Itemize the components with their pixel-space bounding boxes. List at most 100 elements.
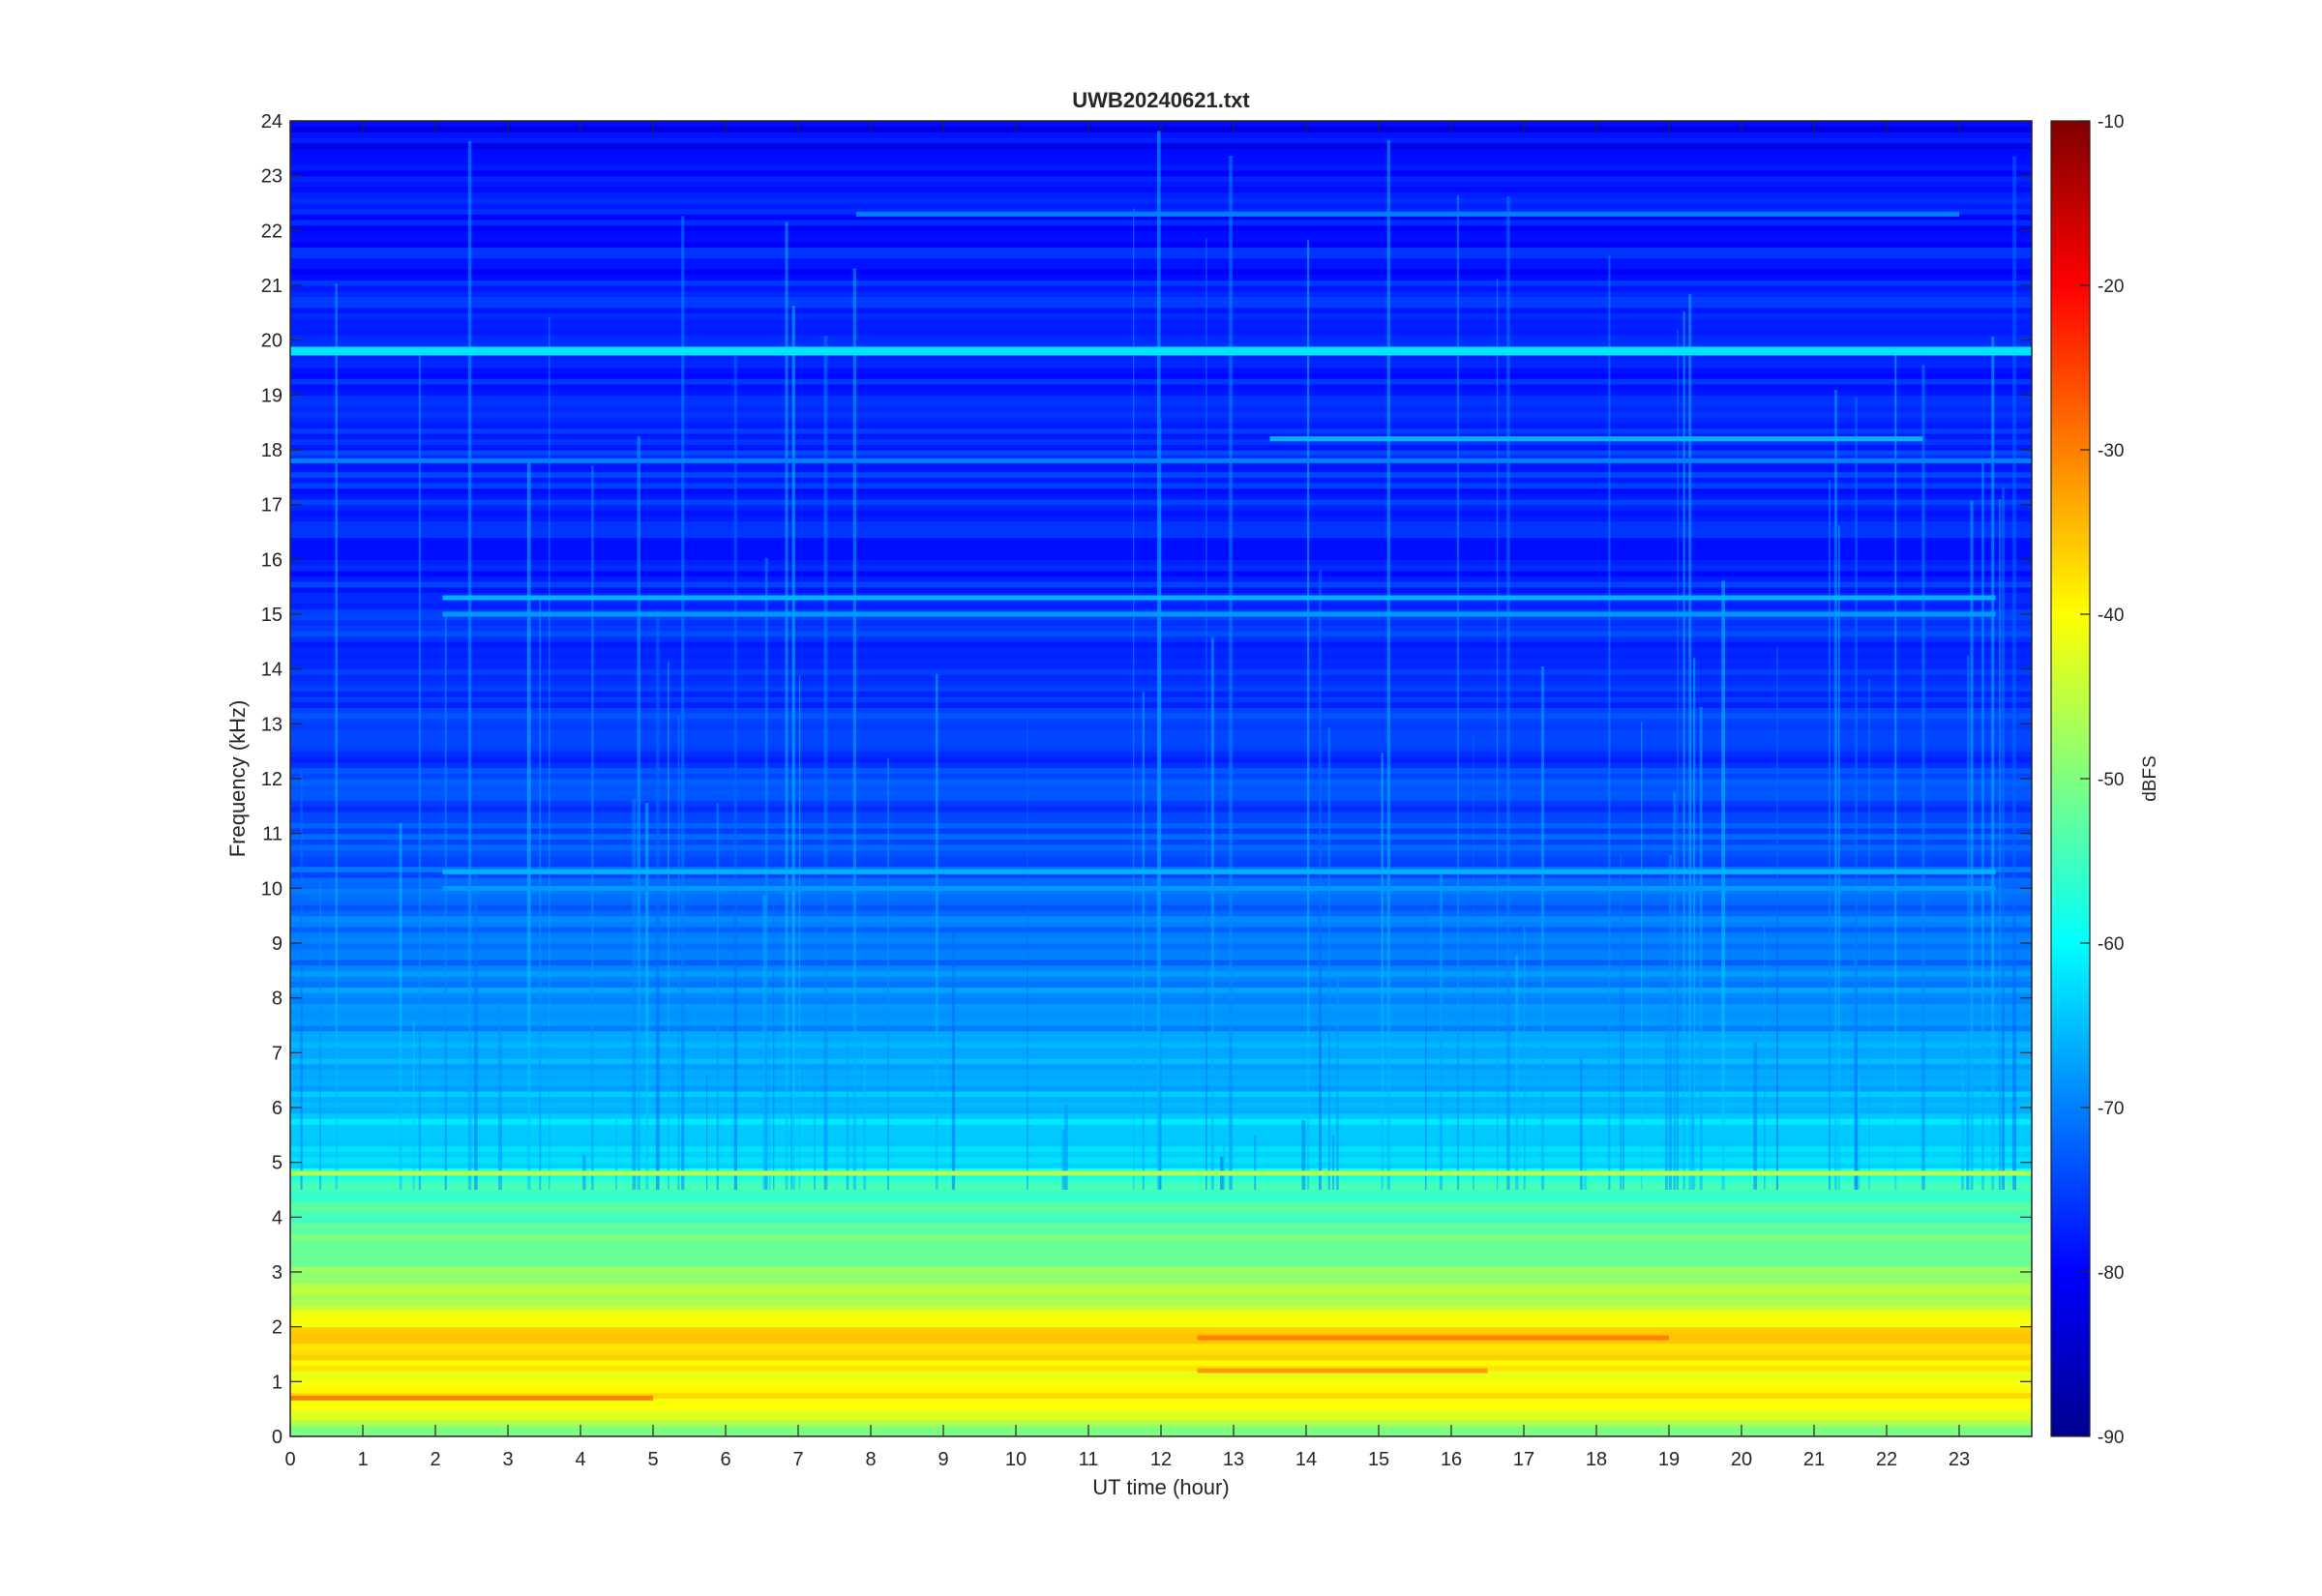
transient-streak (637, 435, 640, 1191)
transient-streak (1776, 647, 1779, 1190)
spectrogram-band (290, 247, 2032, 253)
spectrogram-band (290, 1223, 2032, 1229)
spectrogram-band (290, 307, 2032, 313)
tonal-line (442, 595, 1996, 601)
y-tick-label: 10 (261, 878, 283, 900)
spectrogram-band (290, 395, 2032, 401)
colorbar-tick-label: -10 (2098, 112, 2124, 133)
spectrogram-band (290, 1338, 2032, 1345)
tonal-line (442, 869, 1996, 874)
spectrogram-band (290, 220, 2032, 226)
transient-streak (1641, 722, 1643, 1190)
x-tick-label: 20 (1731, 1449, 1752, 1470)
transient-streak (733, 349, 737, 1190)
spectrogram-band (290, 318, 2032, 325)
transient-streak (645, 803, 649, 1190)
transient-streak (498, 1002, 502, 1190)
spectrogram-band (290, 142, 2032, 149)
transient-streak (591, 465, 594, 1190)
chart-title: UWB20240621.txt (1072, 88, 1250, 112)
transient-streak (716, 803, 719, 1190)
transient-streak (1061, 1129, 1066, 1190)
transient-streak (1688, 293, 1692, 1190)
spectrogram-band (290, 159, 2032, 165)
transient-streak (1206, 238, 1207, 1190)
colorbar-ticks: -10 -20 -30 -40 -50 -60 -70 -80 -90 (2080, 112, 2124, 1448)
spectrogram-band (290, 1283, 2032, 1289)
y-tick-label: 24 (261, 111, 283, 133)
transient-streak (1064, 1105, 1068, 1190)
x-tick-label: 15 (1368, 1449, 1389, 1470)
transient-streak (1838, 525, 1840, 1190)
spectrogram-band (290, 192, 2032, 198)
spectrogram-band (290, 1332, 2032, 1339)
x-tick-label: 21 (1803, 1449, 1825, 1470)
spectrogram-band (290, 269, 2032, 276)
spectrogram-band (290, 1343, 2032, 1349)
y-tick-label: 1 (272, 1372, 283, 1393)
transient-streak (1160, 418, 1162, 1190)
transient-streak (681, 216, 685, 1191)
transient-streak (1668, 854, 1672, 1190)
spectrogram-band (290, 1392, 2032, 1399)
y-axis-label: Frequency (kHz) (225, 700, 250, 858)
transient-streak (1381, 753, 1384, 1190)
transient-streak (1456, 194, 1460, 1191)
spectrogram-band (290, 1348, 2032, 1355)
transient-streak (1301, 1119, 1306, 1190)
transient-streak (1327, 727, 1330, 1190)
x-axis-ticks: 0 1 2 3 4 5 6 7 8 9 10 11 12 13 14 15 16 17 18 19 20 21 22 23 (284, 121, 1970, 1470)
x-tick-label: 11 (1079, 1449, 1099, 1470)
transient-streak (852, 268, 857, 1191)
spectrogram-band (290, 132, 2032, 138)
spectrogram-band (290, 1354, 2032, 1361)
y-tick-label: 12 (261, 769, 283, 790)
transient-streak (823, 336, 828, 1190)
spectrogram-band (290, 356, 2032, 363)
spectrogram-band (290, 1244, 2032, 1251)
x-tick-label: 12 (1150, 1449, 1172, 1470)
spectrogram-band (290, 280, 2032, 286)
x-tick-label: 9 (938, 1449, 948, 1470)
transient-streak (539, 596, 542, 1190)
spectrogram-band (290, 1321, 2032, 1328)
transient-streak (886, 757, 890, 1190)
spectrogram-band (290, 1408, 2032, 1415)
spectrogram-band (290, 1365, 2032, 1372)
x-tick-label: 23 (1949, 1449, 1970, 1470)
transient-streak (1677, 329, 1679, 1190)
spectrogram-band (290, 1288, 2032, 1295)
transient-streak (1829, 480, 1831, 1190)
transient-streak (526, 459, 531, 1190)
spectrogram-band (290, 137, 2032, 144)
spectrogram-band (290, 1206, 2032, 1213)
spectrogram-band (290, 1404, 2032, 1410)
spectrogram-band (290, 389, 2032, 396)
spectrogram-band (290, 400, 2032, 407)
spectrogram-band (290, 1299, 2032, 1306)
spectrogram-band (290, 1375, 2032, 1382)
transient-streak (951, 932, 956, 1190)
transient-streak (1515, 955, 1519, 1190)
transient-streak (1222, 1129, 1226, 1190)
transient-streak (2002, 487, 2006, 1190)
transient-streak (1332, 1135, 1335, 1190)
transient-streak (846, 1040, 849, 1190)
spectrogram-band (290, 263, 2032, 270)
transient-streak (1523, 927, 1526, 1190)
y-tick-label: 0 (272, 1427, 283, 1448)
spectrogram-band (290, 241, 2032, 248)
spectrogram-band (290, 1227, 2032, 1234)
spectrogram-band (290, 203, 2032, 210)
spectrogram-band (290, 236, 2032, 243)
spectrogram-band (290, 187, 2032, 193)
transient-streak (1998, 499, 2002, 1190)
transient-streak (300, 770, 303, 1190)
spectrogram-band (290, 1420, 2032, 1427)
spectrogram-band (290, 296, 2032, 303)
spectrogram-band (290, 1305, 2032, 1312)
y-tick-label: 15 (261, 605, 283, 626)
y-tick-label: 13 (261, 714, 283, 735)
colorbar: -10 -20 -30 -40 -50 -60 -70 -80 -90 dBFS (2050, 112, 2160, 1448)
